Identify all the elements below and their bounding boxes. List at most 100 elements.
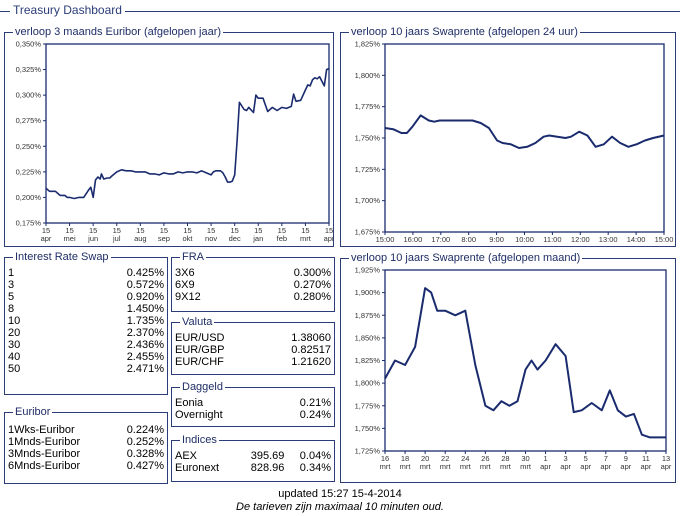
row-value: 2.370% — [126, 327, 164, 339]
euribor-chart-panel: verloop 3 maands Euribor (afgelopen jaar… — [4, 27, 334, 247]
x-tick-label: mrt — [500, 462, 512, 471]
table-row: 1 0.425% — [6, 267, 166, 279]
y-tick-label: 1,925% — [355, 266, 381, 275]
row-value: 828.96 — [250, 462, 285, 474]
y-tick-label: 0,175% — [16, 219, 42, 228]
x-tick-label: 28 — [501, 454, 509, 463]
row-value: 1.21620 — [291, 356, 331, 368]
valuta-table: EUR/USD 1.38060 EUR/GBP 0.82517 EUR/CHF 1.216… — [173, 332, 333, 368]
x-tick-label: apr — [324, 234, 334, 243]
euribor-title: Euribor — [15, 406, 51, 418]
x-tick-label: 15 — [278, 226, 286, 235]
row-label: EUR/GBP — [175, 344, 225, 356]
y-tick-label: 0,275% — [16, 116, 42, 125]
x-tick-label: 15 — [160, 226, 168, 235]
row-label: 20 — [8, 327, 21, 339]
x-tick-label: 8:00 — [461, 235, 476, 243]
x-tick-label: apr — [661, 462, 672, 471]
row-value: 0.572% — [126, 279, 164, 291]
table-row: Euronext 828.96 0.34% — [173, 462, 333, 474]
x-tick-label: mrt — [440, 462, 452, 471]
y-tick-label: 0,250% — [16, 142, 42, 151]
x-tick-label: mrt — [400, 462, 412, 471]
row-label: EUR/CHF — [175, 356, 224, 368]
x-tick-label: 24 — [461, 454, 469, 463]
table-row: 9X12 0.280% — [173, 291, 333, 303]
y-tick-label: 0,225% — [16, 167, 42, 176]
table-row: Overnight 0.24% — [173, 409, 333, 421]
dashboard-header: Treasury Dashboard — [0, 2, 680, 20]
x-tick-label: nov — [205, 234, 217, 243]
euribor-table: 1Wks-Euribor 0.224% 1Mnds-Euribor 0.252% 3Mn… — [6, 424, 166, 472]
row-label: AEX — [175, 450, 198, 462]
x-tick-label: mei — [64, 234, 76, 243]
swap24h-chart-panel: verloop 10 jaars Swaprente (afgelopen 24… — [340, 27, 676, 247]
x-tick-label: mrt — [480, 462, 492, 471]
x-tick-label: 12:00 — [571, 235, 590, 243]
interest-rate-swap-title: Interest Rate Swap — [15, 251, 109, 263]
row-label: 6Mnds-Euribor — [8, 460, 81, 472]
table-row: EUR/GBP 0.82517 — [173, 344, 333, 356]
row-value: 395.69 — [250, 450, 285, 462]
y-tick-label: 1,750% — [355, 134, 381, 143]
x-tick-label: feb — [277, 234, 287, 243]
y-tick-label: 1,750% — [355, 424, 381, 433]
x-tick-label: jul — [112, 234, 121, 243]
daggeld-table: Eonia 0.21% Overnight 0.24% — [173, 397, 333, 421]
row-label: Eonia — [175, 397, 204, 409]
indices-title: Indices — [182, 434, 217, 446]
table-row: EUR/CHF 1.21620 — [173, 356, 333, 368]
page-title: Treasury Dashboard — [10, 3, 125, 17]
series-line — [384, 287, 666, 439]
swapmonth-line-chart: 1,925% 1,900% 1,875% 1,850% 1,825% 1,800% 1,77… — [355, 266, 672, 472]
y-tick-label: 1,725% — [355, 447, 381, 456]
x-tick-label: 10:00 — [515, 235, 534, 243]
interest-rate-swap-table: 1 0.425% 3 0.572% 5 0.920% 8 1.450% 10 1.735% 20 2.… — [6, 267, 166, 375]
y-tick-label: 1,800% — [355, 379, 381, 388]
x-tick-label: 16 — [381, 454, 389, 463]
x-tick-label: 9 — [624, 454, 628, 463]
swap24h-chart-title: verloop 10 jaars Swaprente (afgelopen 24… — [351, 26, 578, 38]
euribor-panel: Euribor — [4, 407, 168, 484]
y-tick-label: 1,825% — [355, 356, 381, 365]
x-tick-label: mrt — [380, 462, 392, 471]
fra-panel: FRA — [171, 252, 335, 312]
table-row: 1Wks-Euribor 0.224% — [6, 424, 166, 436]
euribor-line-chart: 0,350% 0,325% 0,300% 0,275% 0,250% 0,225% 0,20… — [16, 40, 334, 244]
row-label: 5 — [8, 291, 15, 303]
euribor-chart-title: verloop 3 maands Euribor (afgelopen jaar… — [15, 26, 222, 38]
y-tick-label: 1,675% — [355, 228, 381, 237]
x-tick-label: aug — [134, 234, 147, 243]
valuta-panel: Valuta — [171, 317, 335, 375]
table-row: 8 1.450% — [6, 303, 166, 315]
row-value: 0.24% — [299, 409, 331, 421]
y-tick-label: 1,725% — [355, 165, 381, 174]
table-row: 3 0.572% — [6, 279, 166, 291]
x-tick-label: mrt — [420, 462, 432, 471]
indices-panel: Indices — [171, 435, 335, 482]
x-tick-label: 15 — [325, 226, 333, 235]
y-tick-label: 0,325% — [16, 65, 42, 74]
x-tick-label: 20 — [421, 454, 429, 463]
freshness-note: De tarieven zijn maximaal 10 minuten oud… — [236, 501, 444, 513]
x-tick-label: 9:00 — [489, 235, 504, 243]
table-row: 20 2.370% — [6, 327, 166, 339]
row-label: 40 — [8, 351, 21, 363]
table-row: 5 0.920% — [6, 291, 166, 303]
x-tick-label: 26 — [481, 454, 489, 463]
plot-area — [384, 43, 665, 233]
row-value: 0.224% — [126, 424, 164, 436]
row-label: Euronext — [175, 462, 220, 474]
y-tick-label: 0,300% — [16, 91, 42, 100]
row-value: 1.450% — [126, 303, 164, 315]
x-tick-label: 15 — [89, 226, 97, 235]
swap24h-line-chart: 1,825% 1,800% 1,775% 1,750% 1,725% 1,700% 1,67… — [355, 40, 674, 244]
swapmonth-chart-panel: verloop 10 jaars Swaprente (afgelopen ma… — [340, 253, 676, 483]
x-tick-label: apr — [620, 462, 631, 471]
fra-title: FRA — [182, 251, 204, 263]
header-rule — [0, 11, 680, 12]
x-tick-label: 16:00 — [404, 235, 423, 243]
row-label: 30 — [8, 339, 21, 351]
daggeld-panel: Daggeld — [171, 382, 335, 427]
table-row: 50 2.471% — [6, 363, 166, 375]
